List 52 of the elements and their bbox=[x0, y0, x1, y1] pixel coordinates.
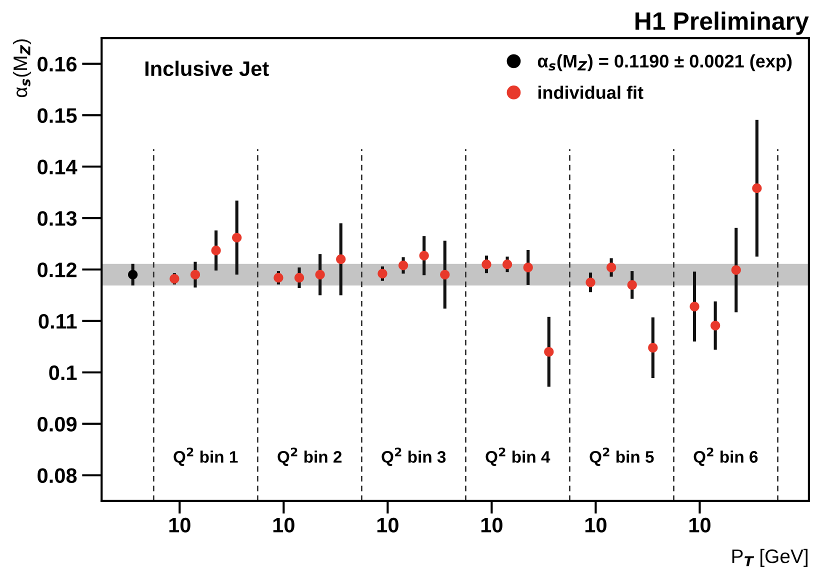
y-tick-label: 0.11 bbox=[38, 314, 77, 329]
point bbox=[315, 270, 325, 280]
y-tick-label: 0.09 bbox=[38, 416, 77, 432]
point bbox=[752, 183, 762, 194]
y-tick-label: 0.1 bbox=[49, 365, 77, 380]
annotation: Q$^{2}$ bin 4 bbox=[486, 448, 550, 466]
point bbox=[398, 260, 408, 270]
annotation: Q$^{2}$ bin 5 bbox=[590, 448, 654, 466]
text: 10 bbox=[585, 518, 606, 532]
point bbox=[648, 342, 658, 353]
point bbox=[586, 278, 596, 288]
text: 10 bbox=[169, 518, 190, 532]
point bbox=[502, 260, 512, 270]
point bbox=[440, 270, 450, 280]
legend-label: α$_{s}$(M$_{Z}$) = 0.1190 ± 0.0021 (exp) bbox=[538, 54, 792, 72]
y-tick-label: 0.13 bbox=[38, 211, 77, 226]
point bbox=[211, 246, 221, 256]
chart-title: H1 Preliminary bbox=[636, 12, 809, 35]
x-axis-title: P$_{T}$ [GeV] bbox=[732, 548, 808, 568]
point bbox=[606, 262, 616, 272]
point bbox=[190, 270, 200, 280]
point bbox=[274, 272, 284, 283]
text: 10 bbox=[273, 518, 294, 532]
point bbox=[232, 232, 242, 242]
point bbox=[544, 347, 554, 357]
text: 10 bbox=[377, 518, 398, 532]
point bbox=[523, 262, 533, 272]
y-tick-label: 0.16 bbox=[38, 56, 77, 72]
text: 10 bbox=[481, 518, 502, 532]
point bbox=[627, 280, 637, 290]
annotation: Inclusive Jet bbox=[145, 60, 269, 76]
annotation: Q$^{2}$ bin 1 bbox=[174, 448, 238, 466]
annotation: Q$^{2}$ bin 2 bbox=[278, 448, 342, 466]
annotation: Q$^{2}$ bin 3 bbox=[382, 448, 446, 466]
point bbox=[731, 265, 741, 275]
legend-label: individual fit bbox=[538, 86, 644, 99]
point bbox=[710, 320, 720, 330]
text: 10 bbox=[689, 518, 710, 532]
point bbox=[690, 302, 700, 312]
point bbox=[378, 268, 388, 278]
point bbox=[128, 270, 138, 280]
annotation: Q$^{2}$ bin 6 bbox=[694, 448, 758, 466]
y-axis-title: α$_{s}$(M$_{Z}$) bbox=[12, 39, 32, 98]
point bbox=[336, 254, 346, 264]
point bbox=[170, 274, 180, 284]
y-tick-label: 0.12 bbox=[38, 262, 76, 278]
point bbox=[482, 260, 492, 270]
point bbox=[294, 272, 304, 283]
y-tick-label: 0.08 bbox=[38, 468, 77, 484]
y-tick-label: 0.14 bbox=[38, 160, 78, 174]
y-tick-label: 0.15 bbox=[38, 108, 77, 123]
point bbox=[419, 250, 429, 260]
